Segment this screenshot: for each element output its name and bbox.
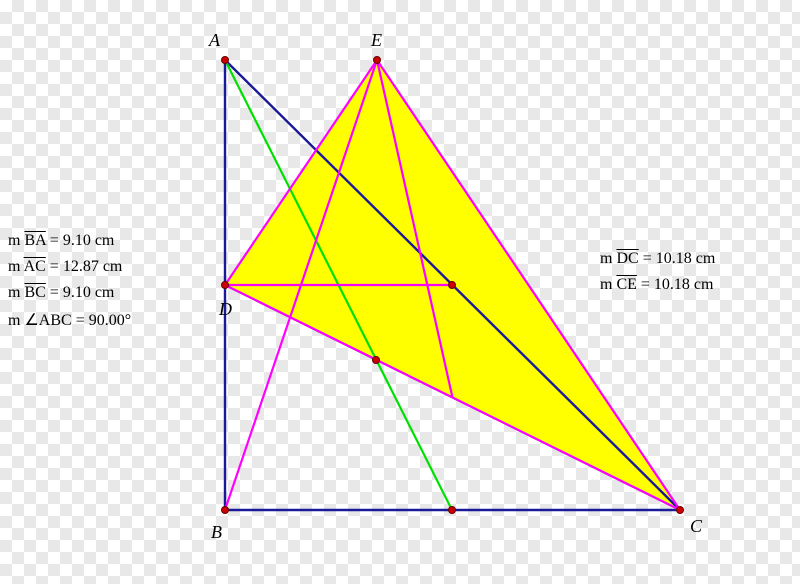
- measure-AC: m AC = 12.87 cm: [8, 258, 122, 276]
- label-D: D: [219, 299, 232, 320]
- measure-BA: m BA = 9.10 cm: [8, 232, 114, 250]
- label-A: A: [209, 30, 220, 51]
- measure-DC: m DC = 10.18 cm: [600, 250, 715, 268]
- label-E: E: [371, 30, 382, 51]
- measure-BC: m BC = 9.10 cm: [8, 284, 114, 302]
- measure-ABC: m ∠ABC = 90.00°: [8, 310, 131, 330]
- measure-CE: m CE = 10.18 cm: [600, 276, 713, 294]
- label-C: C: [690, 516, 702, 537]
- label-B: B: [211, 522, 222, 543]
